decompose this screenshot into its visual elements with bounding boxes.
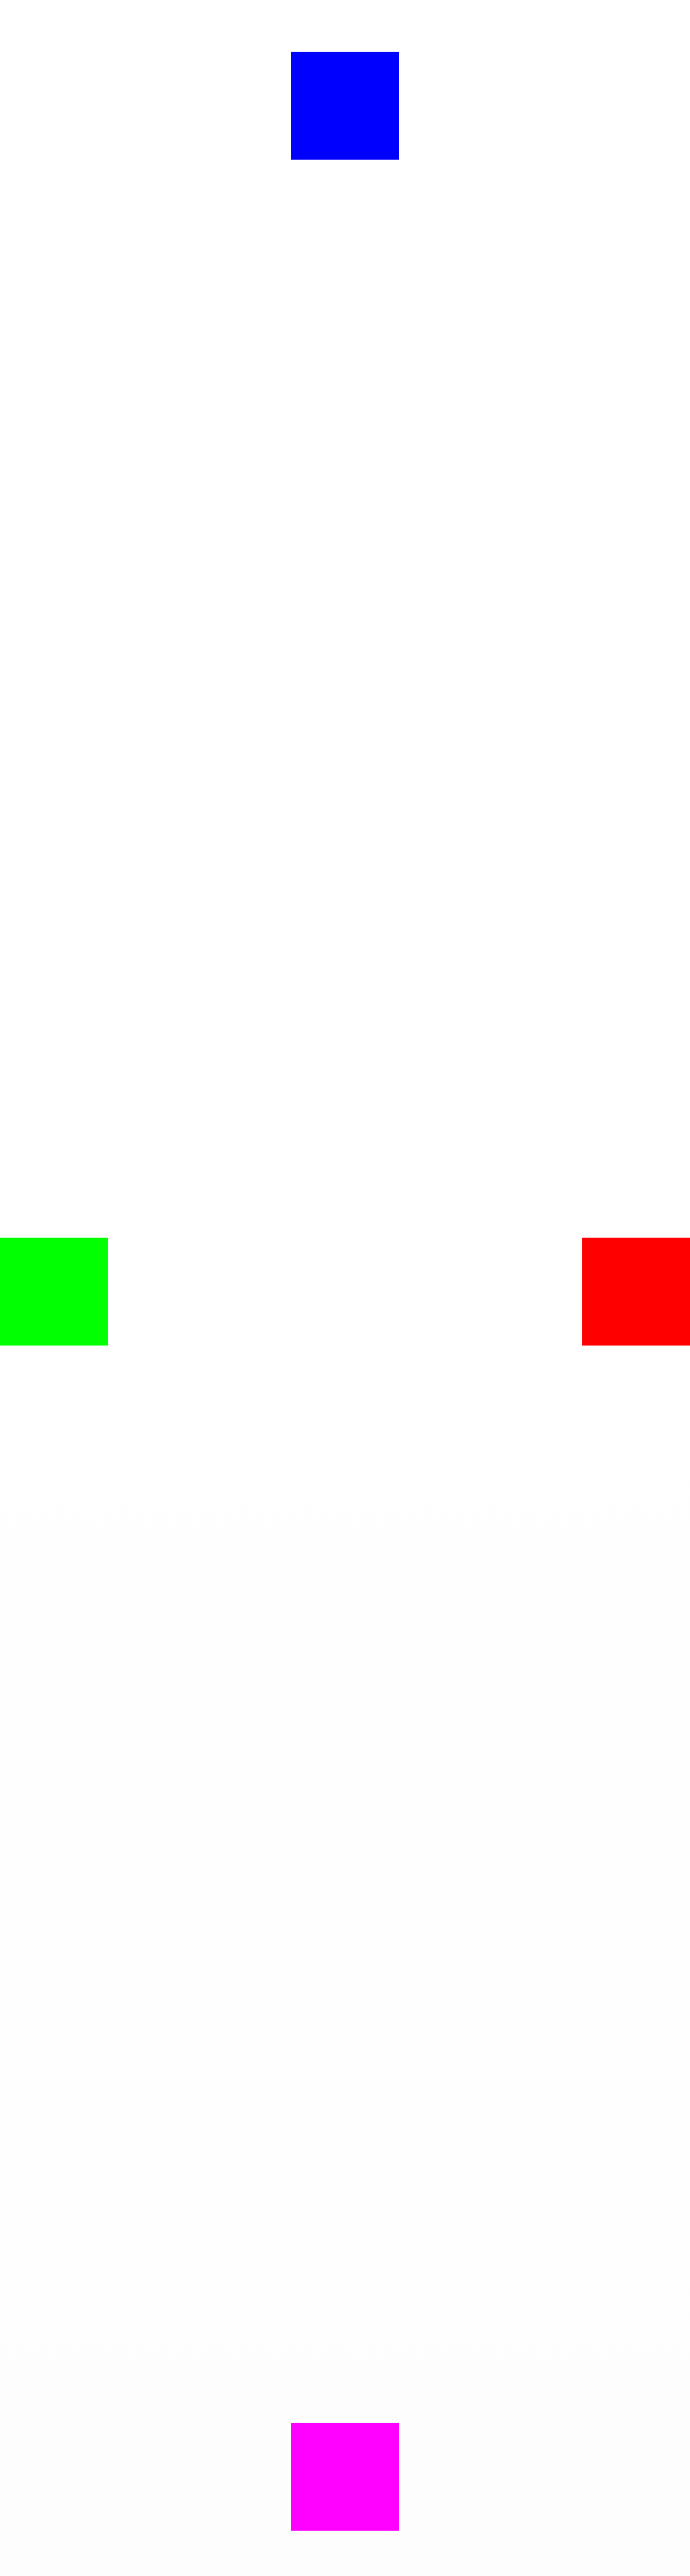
red-square [582,1238,690,1346]
blue-square [291,52,399,160]
green-square [0,1238,108,1346]
magenta-square [291,2423,399,2531]
